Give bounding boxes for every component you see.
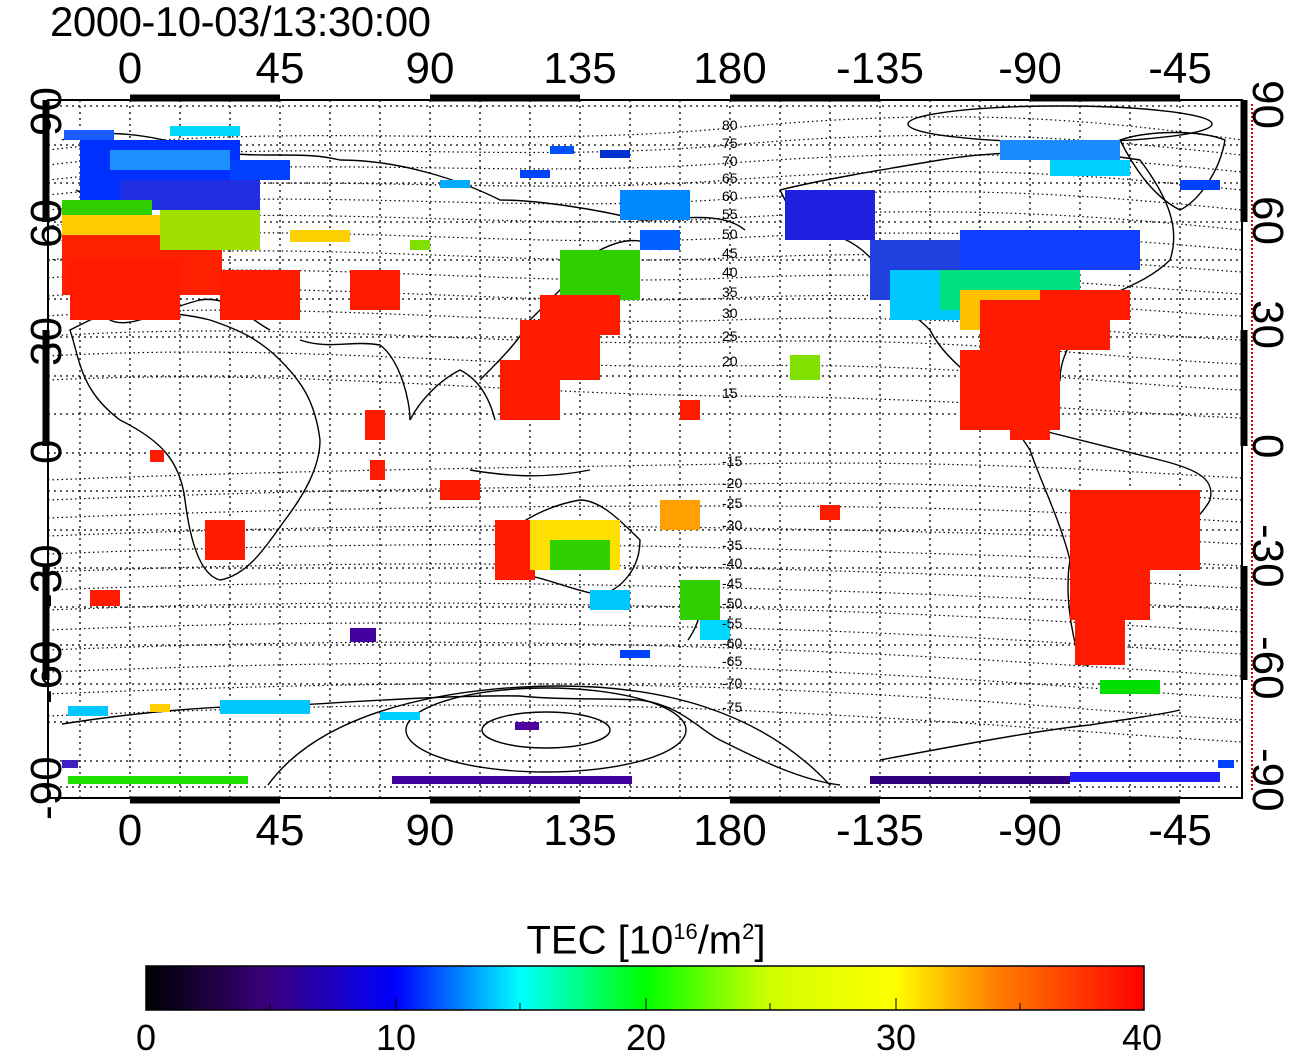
frame-tick-bars (42, 94, 1248, 804)
lat-tick-right: -90 (1243, 748, 1292, 812)
lon-tick-bottom: -135 (835, 806, 925, 855)
contour-label: -60 (722, 635, 742, 651)
lon-tick-bottom: 90 (405, 806, 455, 855)
contour-label: 50 (722, 226, 738, 242)
contour-label: 65 (722, 170, 738, 186)
colorbar-tick-marks (269, 998, 1021, 1010)
lat-tick-right: -60 (1243, 636, 1292, 700)
lon-tick-bottom: 0 (117, 806, 143, 855)
lat-tick-right: 0 (1243, 434, 1292, 459)
contour-label: -30 (722, 517, 742, 533)
lon-tick-top: 180 (693, 44, 767, 93)
contour-label: -50 (722, 595, 742, 611)
lat-tick-left: -60 (22, 640, 71, 704)
contour-label: -70 (722, 675, 742, 691)
lon-tick-top: 135 (543, 44, 617, 93)
lat-tick-right: 60 (1243, 196, 1292, 245)
timestamp-title: 2000-10-03/13:30:00 (50, 0, 431, 45)
contour-label: 80 (722, 117, 738, 133)
contour-label: 60 (722, 188, 738, 204)
lon-tick-bottom: 45 (255, 806, 305, 855)
lon-tick-bottom: -90 (998, 806, 1062, 855)
colorbar-tick-label: 10 (375, 1017, 417, 1058)
lon-tick-top: -45 (1148, 44, 1212, 93)
contour-label: -20 (722, 475, 742, 491)
lat-tick-right: -30 (1243, 524, 1292, 588)
colorbar (145, 965, 1145, 1011)
contour-label: 40 (722, 264, 738, 280)
colorbar-tick-label: 30 (875, 1017, 917, 1058)
lat-tick-right: 30 (1243, 300, 1292, 349)
contour-label: -55 (722, 615, 742, 631)
colorbar-tick-label: 20 (625, 1017, 667, 1058)
colorbar-tick-label: 0 (135, 1017, 157, 1058)
colorbar-tick-label: 40 (1121, 1017, 1163, 1058)
contour-label: -45 (722, 575, 742, 591)
contour-label: 15 (722, 385, 738, 401)
contour-label: 25 (722, 328, 738, 344)
contour-label: 55 (722, 206, 738, 222)
contour-label: 30 (722, 305, 738, 321)
lat-tick-left: 0 (22, 439, 71, 464)
contour-label: -75 (722, 699, 742, 715)
contour-label: -65 (722, 653, 742, 669)
contour-label: 35 (722, 284, 738, 300)
lon-tick-top: -90 (998, 44, 1062, 93)
lon-tick-top: 90 (405, 44, 455, 93)
lat-tick-left: 30 (22, 317, 71, 366)
lat-tick-right: 90 (1243, 80, 1292, 129)
lon-tick-top: 0 (117, 44, 143, 93)
contour-label: 75 (722, 135, 738, 151)
lat-tick-left: 60 (22, 199, 71, 248)
contour-label: -40 (722, 555, 742, 571)
lon-tick-bottom: 135 (543, 806, 617, 855)
lat-tick-left: -30 (22, 544, 71, 608)
lat-tick-left: 90 (22, 87, 71, 136)
contour-label: 70 (722, 153, 738, 169)
contour-label: 45 (722, 245, 738, 261)
lon-tick-bottom: -45 (1148, 806, 1212, 855)
contour-label: -35 (722, 537, 742, 553)
tec-data-patches (62, 126, 1234, 784)
lon-tick-top: -135 (835, 44, 925, 93)
colorbar-label: TEC [1016/m2] (526, 918, 766, 963)
contour-label: -25 (722, 495, 742, 511)
contour-label: 20 (722, 353, 738, 369)
lat-tick-left: -90 (22, 756, 71, 820)
lon-tick-top: 45 (255, 44, 305, 93)
lon-tick-bottom: 180 (693, 806, 767, 855)
contour-label: -15 (722, 453, 742, 469)
